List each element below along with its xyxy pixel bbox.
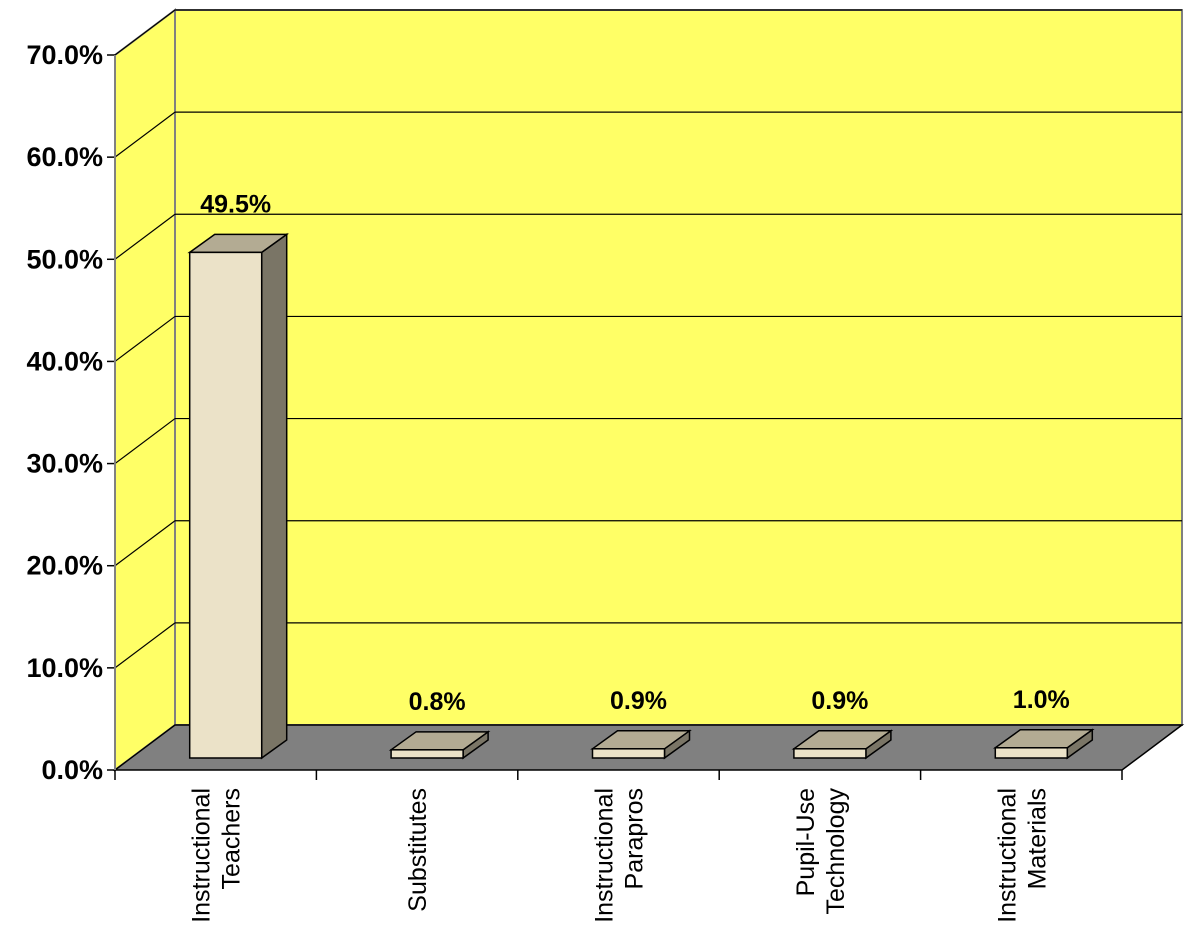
gridline-side <box>114 213 176 260</box>
gridline-side <box>114 315 176 362</box>
bar <box>793 748 867 759</box>
data-label: 0.9% <box>811 687 868 715</box>
data-label: 0.8% <box>409 688 466 716</box>
bar <box>994 747 1069 759</box>
gridline-side <box>114 111 176 158</box>
category-label-line: Technology <box>822 788 850 915</box>
gridline-side <box>114 418 176 465</box>
axes <box>107 54 1123 780</box>
category-label-line: Pupil-Use <box>792 788 820 896</box>
category-label-line: Instructional <box>993 788 1021 923</box>
gridlines <box>114 9 1182 669</box>
category-label-line: Materials <box>1023 788 1051 889</box>
y-tick-label: 40.0% <box>26 346 103 376</box>
y-tick-label: 50.0% <box>26 244 103 274</box>
category-label-line: Substitutes <box>404 788 432 912</box>
data-label: 1.0% <box>1013 686 1070 714</box>
data-label: 49.5% <box>200 190 271 218</box>
category-label: Instructional Parapros <box>591 788 649 923</box>
category-label-line: Instructional <box>591 788 619 923</box>
bar-side <box>260 232 288 760</box>
y-tick-label: 0.0% <box>41 755 103 785</box>
bar <box>591 748 666 759</box>
gridline-side <box>114 622 176 669</box>
side-wall <box>114 8 176 772</box>
back-wall <box>174 9 1183 726</box>
labels: 0.0% 10.0% 20.0% 30.0% 40.0% 50.0% 60.0% 70.0% 4… <box>26 40 1069 923</box>
category-label: Pupil-Use Technology <box>792 788 850 915</box>
bar <box>390 749 464 759</box>
gridline-side <box>114 520 176 567</box>
category-label-line: Instructional <box>188 788 216 923</box>
data-label: 0.9% <box>610 687 667 715</box>
category-label: Instructional Materials <box>993 788 1051 923</box>
y-tick-label: 60.0% <box>26 142 103 172</box>
bar <box>188 251 263 759</box>
bars <box>187 232 1095 760</box>
category-label-line: Parapros <box>621 788 649 889</box>
y-tick-label: 20.0% <box>26 551 103 581</box>
category-label: Substitutes <box>404 788 432 912</box>
y-tick-label: 70.0% <box>26 40 103 70</box>
y-tick-label: 30.0% <box>26 449 103 479</box>
y-tick-label: 10.0% <box>26 653 103 683</box>
gridline-side <box>114 9 176 56</box>
category-label-line: Teachers <box>218 788 246 889</box>
category-label: Instructional Teachers <box>188 788 246 923</box>
